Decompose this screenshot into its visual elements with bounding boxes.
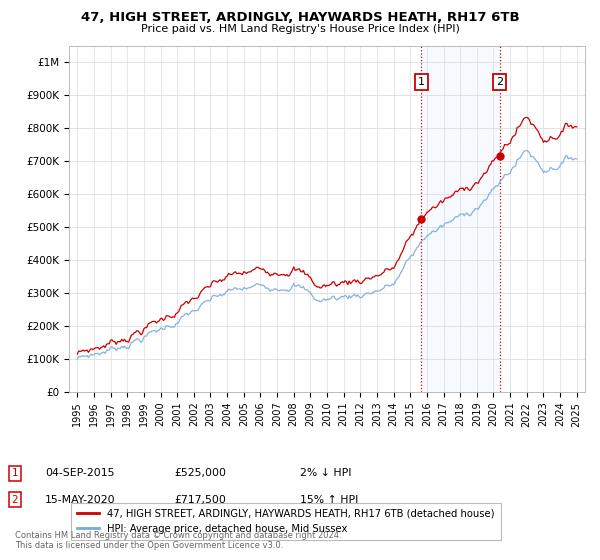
Text: 1: 1 (11, 468, 19, 478)
Bar (421, 46, 500, 392)
Text: Price paid vs. HM Land Registry's House Price Index (HPI): Price paid vs. HM Land Registry's House … (140, 24, 460, 34)
Text: 2: 2 (496, 77, 503, 87)
Text: £717,500: £717,500 (174, 494, 226, 505)
Legend: 47, HIGH STREET, ARDINGLY, HAYWARDS HEATH, RH17 6TB (detached house), HPI: Avera: 47, HIGH STREET, ARDINGLY, HAYWARDS HEAT… (71, 502, 501, 539)
Text: 15% ↑ HPI: 15% ↑ HPI (300, 494, 358, 505)
Text: 47, HIGH STREET, ARDINGLY, HAYWARDS HEATH, RH17 6TB: 47, HIGH STREET, ARDINGLY, HAYWARDS HEAT… (80, 11, 520, 24)
Text: 04-SEP-2015: 04-SEP-2015 (45, 468, 115, 478)
Text: 1: 1 (418, 77, 425, 87)
Text: 2% ↓ HPI: 2% ↓ HPI (300, 468, 352, 478)
Text: 2: 2 (11, 494, 19, 505)
Text: £525,000: £525,000 (174, 468, 226, 478)
Text: 15-MAY-2020: 15-MAY-2020 (45, 494, 116, 505)
Text: Contains HM Land Registry data © Crown copyright and database right 2024.
This d: Contains HM Land Registry data © Crown c… (15, 531, 341, 550)
